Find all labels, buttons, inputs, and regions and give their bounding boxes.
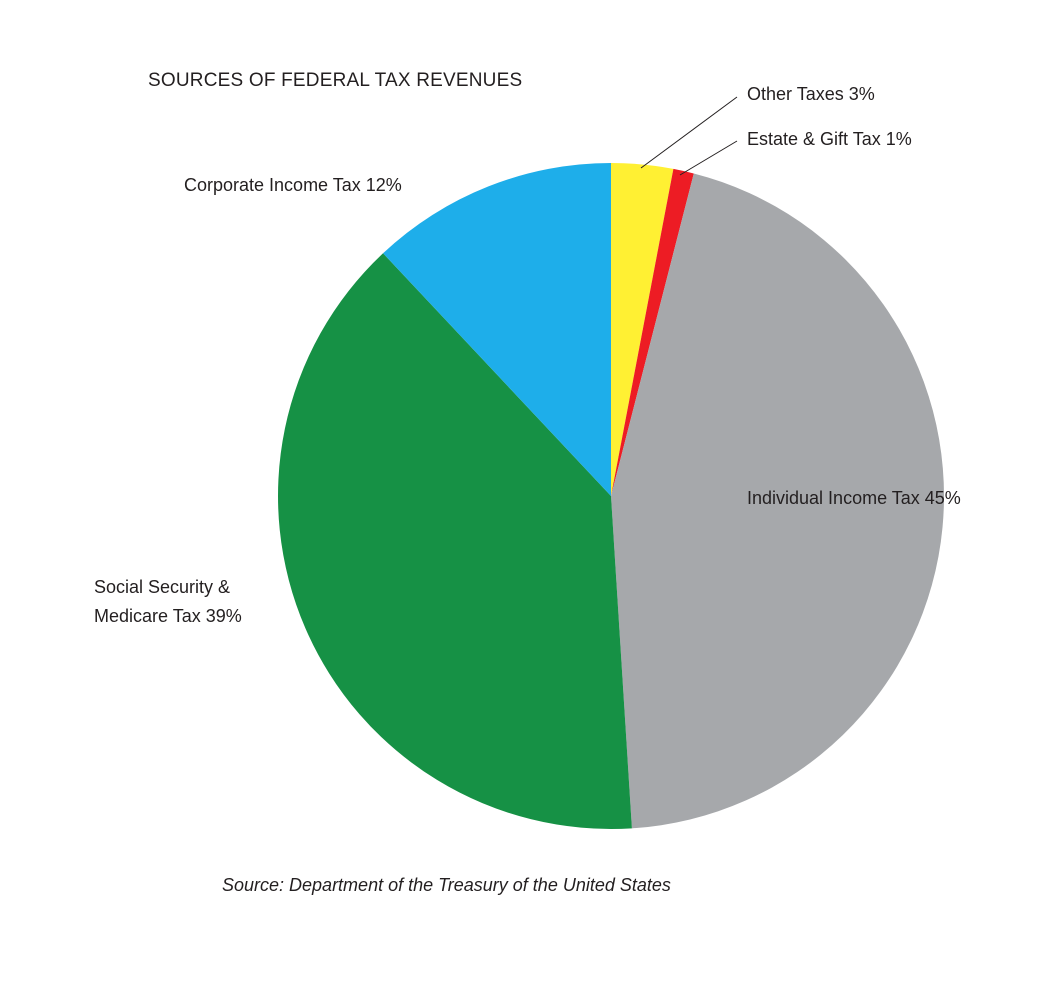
source-note: Source: Department of the Treasury of th… bbox=[222, 875, 671, 895]
label-social-security-medicare-tax: Social Security & Medicare Tax 39% bbox=[94, 577, 242, 626]
pie-slices bbox=[278, 163, 944, 829]
label-social-security-line-1: Social Security & bbox=[94, 577, 230, 597]
slice-other-taxes-3 bbox=[611, 163, 674, 496]
slice-individual-income-tax-45 bbox=[611, 173, 944, 829]
label-individual-income-tax: Individual Income Tax 45% bbox=[747, 488, 961, 508]
chart-title: SOURCES OF FEDERAL TAX REVENUES bbox=[148, 70, 522, 91]
slice-corporate-income-tax-12 bbox=[383, 163, 611, 496]
label-other-taxes: Other Taxes 3% bbox=[747, 84, 875, 104]
slice-estate-gift-tax-1 bbox=[611, 168, 694, 496]
leader-line-other-taxes bbox=[640, 96, 738, 169]
label-estate-gift-tax: Estate & Gift Tax 1% bbox=[747, 129, 912, 149]
slice-social-security-medicare-tax-39 bbox=[278, 253, 632, 829]
label-corporate-income-tax: Corporate Income Tax 12% bbox=[184, 175, 402, 195]
label-social-security-line-2: Medicare Tax 39% bbox=[94, 606, 242, 626]
leader-line-estate-gift-tax bbox=[679, 140, 738, 176]
